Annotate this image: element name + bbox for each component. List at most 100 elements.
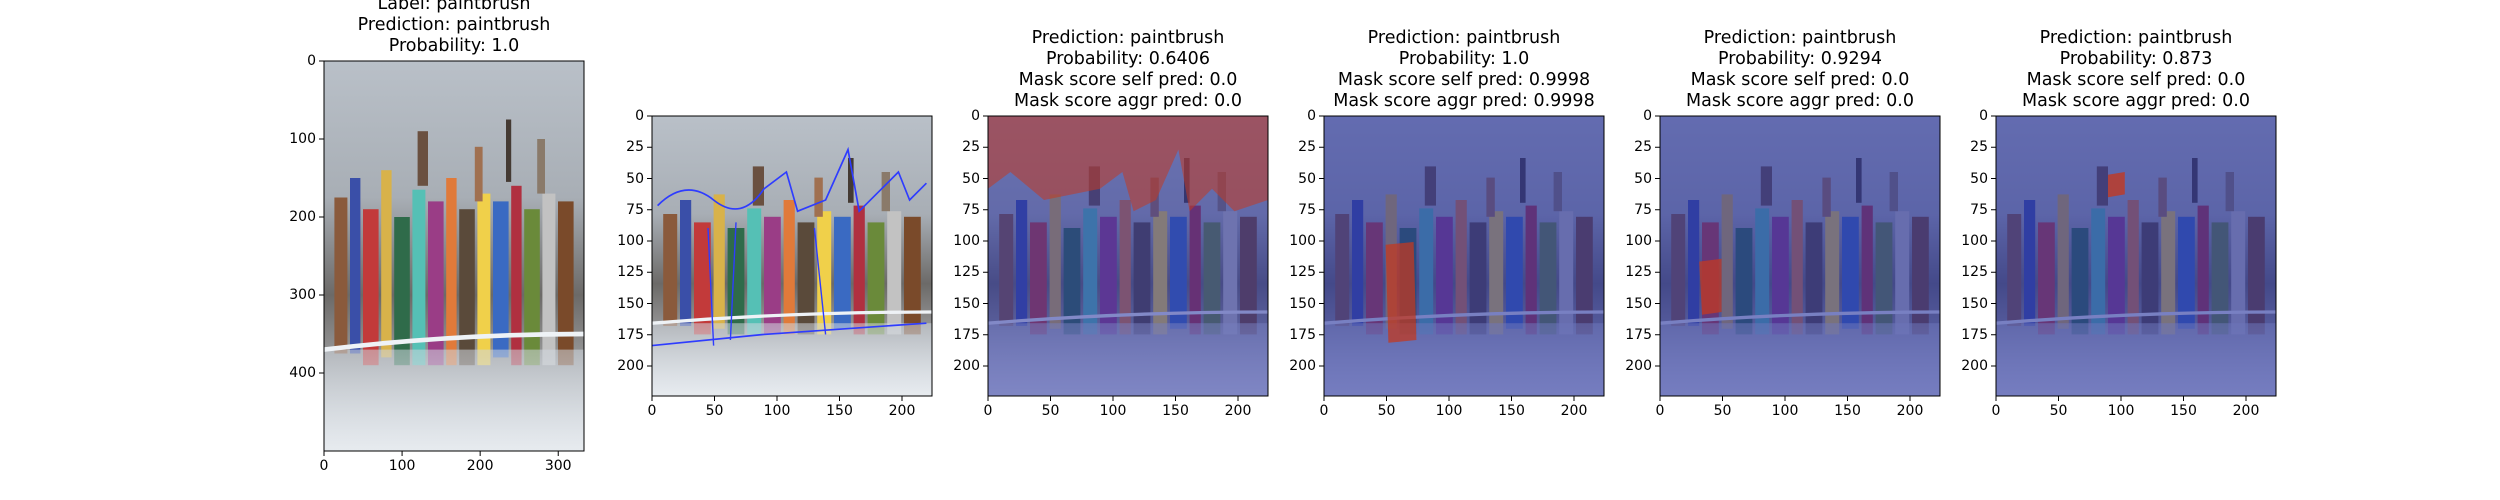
panel-4-xtick-label: 200	[1560, 403, 1588, 419]
panel-2-ytick-label: 100	[617, 233, 644, 249]
panel-5-ytick-label: 75	[1634, 201, 1652, 218]
panel-5-xtick-label: 150	[1834, 403, 1861, 419]
panel-3-ytick-label: 150	[953, 295, 980, 312]
panel-3-xtick-label: 200	[1224, 403, 1252, 419]
panel-2-ytick-label: 50	[626, 170, 644, 187]
panel-1-title-line: Prediction: paintbrush	[357, 15, 551, 35]
panel-4-xtick-label: 0	[1319, 403, 1329, 419]
panel-6-title-line: Prediction: paintbrush	[2039, 28, 2233, 48]
panel-5-ytick-label: 175	[1625, 326, 1652, 343]
panel-1-ytick-label: 100	[289, 131, 316, 147]
panel-5-title-line: Prediction: paintbrush	[1703, 28, 1897, 48]
panel-3-title-line: Prediction: paintbrush	[1031, 28, 1225, 48]
panel-4-ytick-label: 175	[1289, 326, 1316, 343]
panel-6-xtick-label: 200	[2232, 403, 2260, 419]
panel-3-xtick-label: 100	[1099, 403, 1127, 419]
panel-4-xtick-label: 100	[1435, 403, 1463, 419]
panel-3-ytick-label: 25	[962, 139, 980, 156]
panel-1-ytick-label: 200	[289, 209, 316, 225]
panel-4-title-line: Probability: 1.0	[1398, 49, 1530, 69]
panel-6-ytick-label: 125	[1961, 264, 1988, 281]
panel-5-ytick-label: 25	[1634, 139, 1652, 156]
panel-3-ytick-label: 125	[953, 264, 980, 281]
panel-5-ytick-label: 125	[1625, 264, 1652, 281]
panel-6-xtick-label: 100	[2107, 403, 2135, 419]
panel-5-ytick-label: 200	[1625, 358, 1652, 374]
panel-4-ytick-label: 150	[1289, 295, 1316, 312]
panel-2-ytick-label: 0	[635, 108, 644, 124]
panel-1-xtick-label: 300	[544, 458, 572, 474]
panel-3-title-line: Mask score self pred: 0.0	[1018, 70, 1238, 90]
panel-2-ytick-label: 200	[617, 358, 644, 374]
panel-1-ytick-label: 0	[307, 53, 316, 69]
panel-6-ytick-label: 0	[1979, 108, 1988, 124]
panel-6-xtick-label: 150	[2170, 403, 2197, 419]
panel-1-xtick-label: 0	[319, 458, 329, 474]
panel-6-xtick-label: 50	[2049, 403, 2068, 419]
panel-2-xtick-label: 150	[826, 403, 853, 419]
panel-3-ytick-label: 75	[962, 201, 980, 218]
panel-6-ytick-label: 100	[1961, 233, 1988, 249]
panel-5-ytick-label: 100	[1625, 233, 1652, 249]
panel-5-xtick-label: 50	[1713, 403, 1732, 419]
panel-3-title-line: Mask score aggr pred: 0.0	[1013, 91, 1243, 111]
panel-5-title-line: Probability: 0.9294	[1718, 49, 1882, 69]
panel-5-title: Prediction: paintbrush Probability: 0.929…	[1686, 28, 1914, 112]
panel-6-ytick-label: 200	[1961, 358, 1988, 374]
tick-marks	[319, 60, 2247, 456]
panel-4-ytick-label: 25	[1298, 139, 1316, 156]
panel-4-ytick-label: 50	[1298, 170, 1316, 187]
panel-6-xtick-label: 0	[1991, 403, 2001, 419]
panel-1-title-line: Probability: 1.0	[388, 36, 520, 56]
panel-1-image	[323, 60, 585, 452]
panel-1-title-line: Label: paintbrush	[377, 0, 531, 14]
panel-6-title: Prediction: paintbrush Probability: 0.873…	[2022, 28, 2250, 112]
panel-4-ytick-label: 75	[1298, 201, 1316, 218]
panel-4-title-line: Mask score aggr pred: 0.9998	[1333, 91, 1595, 111]
panel-3-title-line: Probability: 0.6406	[1046, 49, 1210, 69]
panel-2-ytick-label: 25	[626, 139, 644, 156]
panel-6-ytick-label: 25	[1970, 139, 1988, 156]
panel-4-ytick-label: 100	[1289, 233, 1316, 249]
panel-3-xtick-label: 0	[983, 403, 993, 419]
panel-3-ytick-label: 0	[971, 108, 980, 124]
panel-5-image	[1659, 115, 1941, 397]
panel-3-image	[987, 115, 1269, 397]
panel-3-ytick-label: 175	[953, 326, 980, 343]
panel-4-title-line: Mask score self pred: 0.9998	[1337, 70, 1591, 90]
panel-3-xtick-label: 50	[1041, 403, 1060, 419]
panel-3-ytick-label: 100	[953, 233, 980, 249]
panel-5-title-line: Mask score self pred: 0.0	[1690, 70, 1910, 90]
panel-6-title-line: Mask score aggr pred: 0.0	[2021, 91, 2251, 111]
panel-3-xtick-label: 150	[1162, 403, 1189, 419]
panel-4-image	[1323, 115, 1605, 397]
panel-1-title: Label: paintbrush Prediction: paintbrush P…	[358, 0, 551, 57]
panel-4-xtick-label: 50	[1377, 403, 1396, 419]
panel-3-ytick-label: 50	[962, 170, 980, 187]
panel-4-ytick-label: 125	[1289, 264, 1316, 281]
panel-5-xtick-label: 100	[1771, 403, 1799, 419]
panel-3-ytick-label: 200	[953, 358, 980, 374]
panel-1-ytick-label: 300	[289, 287, 316, 303]
panel-6-image	[1995, 115, 2277, 397]
panel-5-ytick-label: 150	[1625, 295, 1652, 312]
panel-6-ytick-label: 50	[1970, 170, 1988, 187]
panel-2-ytick-label: 175	[617, 326, 644, 343]
panel-4-title: Prediction: paintbrush Probability: 1.0 Ma…	[1333, 28, 1594, 112]
panel-5-title-line: Mask score aggr pred: 0.0	[1685, 91, 1915, 111]
panel-5-xtick-label: 200	[1896, 403, 1924, 419]
panel-6-ytick-label: 75	[1970, 201, 1988, 218]
panel-1-xtick-label: 200	[466, 458, 494, 474]
panel-2-xtick-label: 100	[763, 403, 791, 419]
panel-5-ytick-label: 50	[1634, 170, 1652, 187]
panel-2-xtick-label: 0	[647, 403, 657, 419]
panel-3-title: Prediction: paintbrush Probability: 0.640…	[1014, 28, 1242, 112]
panel-2-ytick-label: 75	[626, 201, 644, 218]
panel-2-ytick-label: 125	[617, 264, 644, 281]
panel-2-ytick-label: 150	[617, 295, 644, 312]
panel-4-xtick-label: 150	[1498, 403, 1525, 419]
panel-5-ytick-label: 0	[1643, 108, 1652, 124]
panel-4-ytick-label: 0	[1307, 108, 1316, 124]
panel-2-image	[651, 115, 933, 397]
